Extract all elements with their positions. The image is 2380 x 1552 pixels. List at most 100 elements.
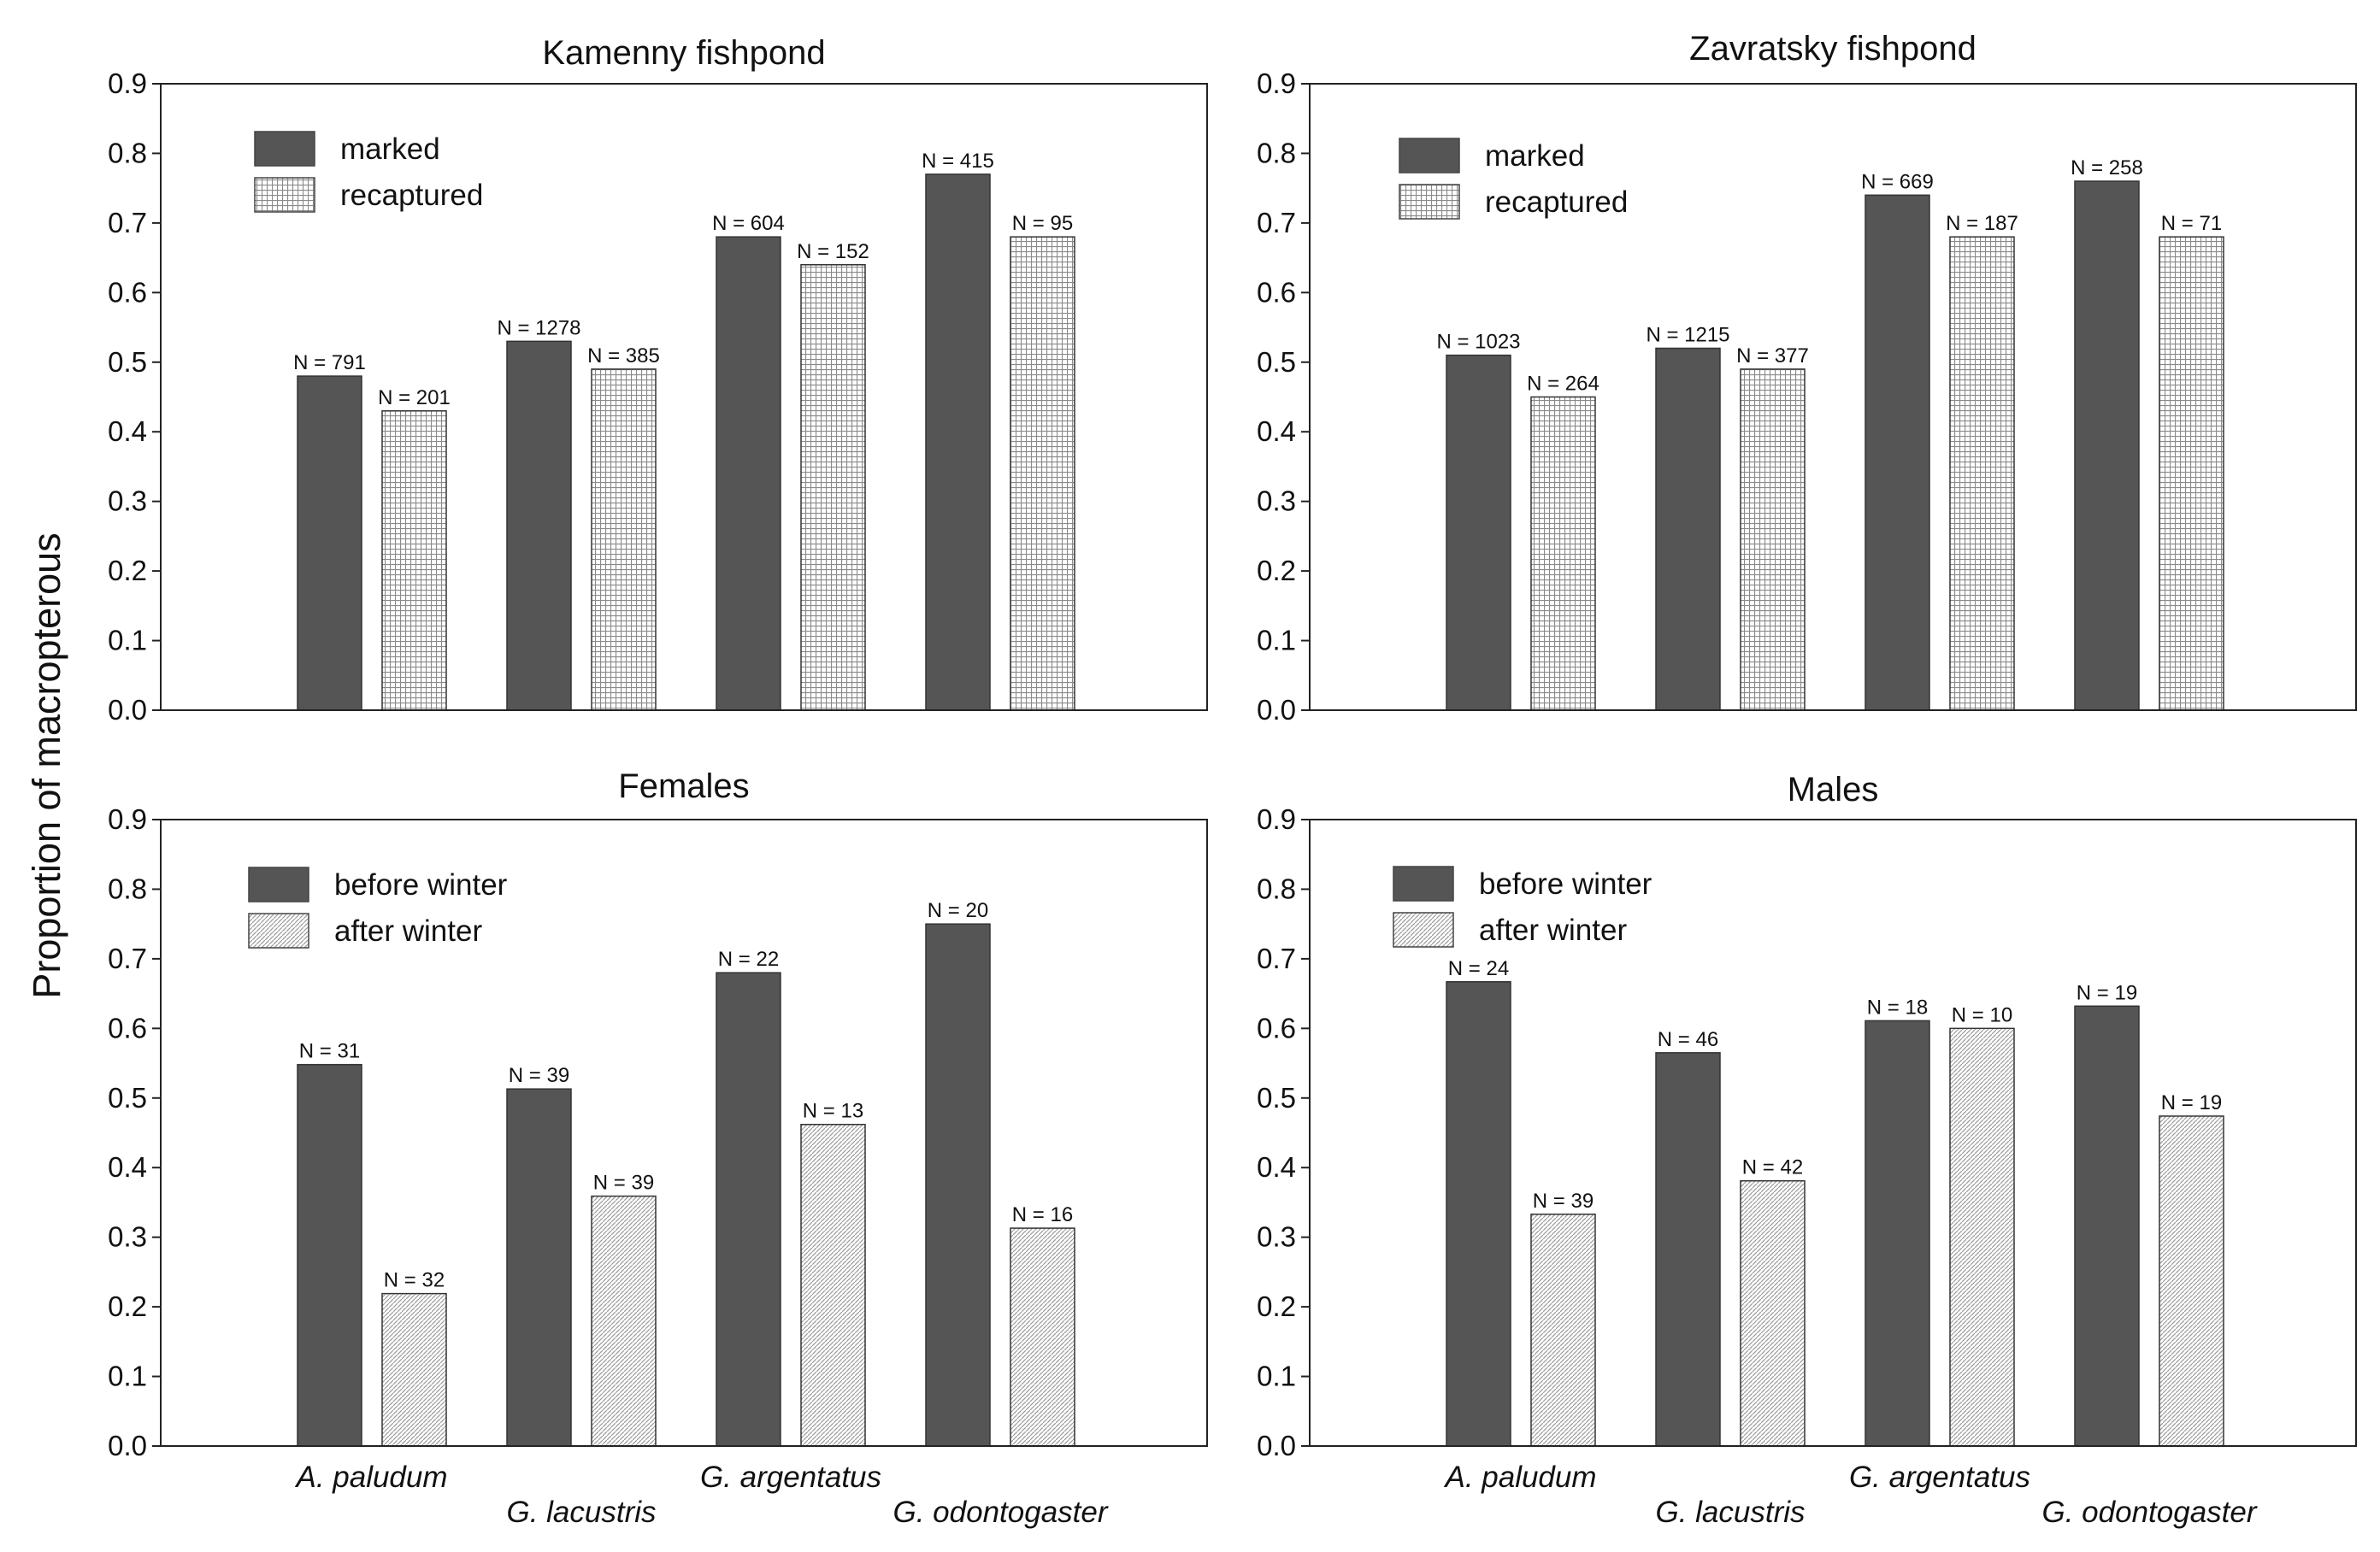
bar [800,1123,866,1447]
data-label: N = 791 [293,351,366,374]
data-label: N = 258 [2071,156,2143,179]
bar [1740,368,1806,711]
data-label: N = 201 [378,386,451,409]
data-label: N = 10 [1952,1003,2012,1026]
data-label: N = 385 [587,344,660,367]
data-label: N = 152 [797,240,869,263]
legend-label: after winter [334,914,482,948]
y-tick-label: 0.3 [1257,485,1296,517]
panel-2: Zavratsky fishpond 0.0 0.1 0.2 0.3 0.4 0.5 0.6 0… [1257,30,2357,726]
bar [381,410,447,711]
y-tick-label: 0.5 [108,346,147,378]
data-label: N = 39 [593,1172,654,1195]
bar [2074,180,2140,711]
bar [1865,1020,1930,1447]
y-tick-label: 0.5 [1257,1082,1296,1114]
bar [1530,1214,1596,1447]
data-label: N = 24 [1448,957,1509,980]
y-tick-label: 0.1 [1257,625,1296,656]
category-label: G. argentatus [1849,1461,2030,1494]
y-tick-label: 0.0 [1257,694,1296,726]
y-tick-label: 0.8 [108,137,147,168]
data-label: N = 42 [1742,1156,1803,1179]
plot-frame [1309,819,2357,1447]
data-label: N = 46 [1658,1028,1718,1051]
data-label: N = 415 [922,150,994,173]
data-label: N = 19 [2161,1091,2222,1114]
data-label: N = 669 [1861,170,1934,193]
y-tick-label: 0.2 [108,555,147,586]
legend-label: recaptured [1485,185,1628,219]
bar [1655,347,1721,711]
data-label: N = 39 [509,1064,569,1087]
data-label: N = 1023 [1436,331,1520,354]
panel-3: Females 0.0 0.1 0.2 0.3 0.4 0.5 0.6 0.7 0.8 0.9 N =… [108,767,1208,1529]
y-tick-label: 0.3 [108,1221,147,1253]
data-label: N = 1278 [497,316,580,339]
bar [1740,1179,1806,1447]
y-tick-label: 0.1 [1257,1361,1296,1392]
category-label: G. lacustris [506,1496,656,1529]
y-tick-label: 0.6 [108,1012,147,1043]
y-tick-label: 0.7 [108,943,147,974]
legend-swatch [1399,138,1460,173]
legend-swatch [1393,912,1454,948]
category-label: G. odontogaster [2042,1496,2258,1529]
bar [1949,1027,2015,1447]
bar [2159,236,2224,711]
data-label: N = 18 [1867,996,1928,1019]
legend: marked recaptured [254,131,483,213]
category-label: A. paludum [294,1461,447,1494]
bar [297,375,362,711]
category-label: G. odontogaster [893,1496,1109,1529]
bar [1010,1227,1075,1447]
bar [925,923,991,1447]
y-tick-label: 0.1 [108,1361,147,1392]
y-tick-label: 0.4 [108,415,147,447]
bar [1446,354,1511,711]
legend-label: before winter [1479,867,1652,901]
legend: before winter after winter [1393,866,1652,948]
bar [2074,1005,2140,1447]
bar [506,1088,572,1447]
y-tick-label: 0.8 [108,873,147,904]
y-tick-label: 0.4 [1257,415,1296,447]
data-label: N = 19 [2077,981,2137,1004]
bar [716,972,781,1447]
y-axis-label: Proportion of macropterous [25,532,68,998]
panel-title: Zavratsky fishpond [1689,30,1976,68]
bar [2159,1115,2224,1447]
bar [1949,236,2015,711]
data-label: N = 377 [1736,344,1809,367]
bar [800,264,866,711]
y-tick-label: 0.2 [108,1290,147,1322]
y-tick-label: 0.8 [1257,137,1296,168]
y-tick-label: 0.7 [1257,207,1296,238]
data-label: N = 20 [928,899,988,922]
panel-1: Kamenny fishpond 0.0 0.1 0.2 0.3 0.4 0.5 0.6 0.7… [108,34,1208,726]
data-label: N = 31 [299,1040,360,1063]
legend-swatch [1393,866,1454,902]
data-label: N = 32 [384,1269,445,1292]
data-label: N = 22 [718,948,779,971]
category-label: G. argentatus [700,1461,881,1494]
panel-title: Kamenny fishpond [542,34,825,72]
plot-frame [160,819,1208,1447]
legend-swatch [248,867,309,902]
y-tick-label: 0.9 [1257,68,1296,99]
y-tick-label: 0.6 [1257,1012,1296,1043]
data-label: N = 71 [2161,212,2222,235]
data-label: N = 1215 [1646,323,1729,346]
legend: before winter after winter [248,867,508,949]
y-tick-label: 0.5 [108,1082,147,1114]
bar [1530,396,1596,711]
y-tick-label: 0.3 [1257,1221,1296,1253]
bar [716,236,781,711]
legend-label: after winter [1479,914,1627,947]
y-tick-label: 0.9 [108,803,147,835]
y-tick-label: 0.2 [1257,555,1296,586]
data-label: N = 16 [1012,1203,1073,1226]
bar [1655,1052,1721,1447]
bar [1446,981,1511,1447]
